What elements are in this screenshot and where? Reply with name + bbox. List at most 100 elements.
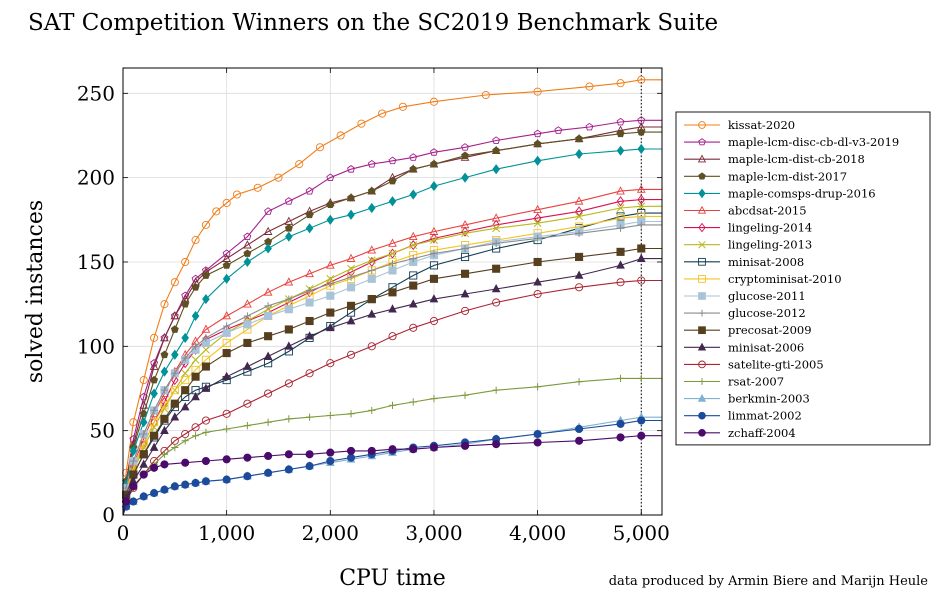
chart-title: SAT Competition Winners on the SC2019 Be… xyxy=(28,10,719,36)
data-point xyxy=(637,194,646,205)
data-point xyxy=(243,453,252,462)
legend-label: rsat-2007 xyxy=(728,375,784,389)
data-point xyxy=(388,260,397,268)
data-point xyxy=(160,460,169,469)
data-point xyxy=(243,320,252,329)
legend-label: glucose-2012 xyxy=(728,306,806,320)
y-axis-label: solved instances xyxy=(23,200,48,383)
legend-marker xyxy=(698,172,706,180)
legend-item: maple-lcm-dist-2017 xyxy=(684,169,847,183)
series-line xyxy=(122,188,662,516)
data-point xyxy=(284,341,294,350)
data-point xyxy=(171,349,179,360)
data-point xyxy=(357,119,366,128)
data-point xyxy=(429,274,439,283)
data-point xyxy=(575,283,584,292)
data-point xyxy=(181,386,190,395)
data-point xyxy=(222,349,231,358)
data-point xyxy=(409,323,418,332)
data-point xyxy=(368,406,376,415)
data-point xyxy=(367,256,376,268)
data-point xyxy=(284,325,293,334)
data-point xyxy=(430,236,438,245)
plot-series xyxy=(121,75,662,516)
data-point xyxy=(243,240,252,249)
series-line xyxy=(122,215,662,516)
series-abcdsat-2015 xyxy=(121,184,662,516)
data-point xyxy=(160,386,169,394)
data-point xyxy=(637,143,646,155)
legend-marker xyxy=(698,138,706,146)
data-point xyxy=(264,302,272,310)
legend: kissat-2020 maple-lcm-disc-cb-dl-v3-2019 m… xyxy=(675,111,931,446)
data-point xyxy=(388,266,397,275)
legend-label: glucose-2011 xyxy=(728,289,806,303)
x-tick-label: 5,000 xyxy=(613,521,670,545)
data-point xyxy=(284,450,293,459)
data-point xyxy=(533,219,542,228)
legend-marker xyxy=(697,393,707,402)
series-line xyxy=(122,419,662,516)
legend-marker xyxy=(698,309,706,317)
data-point xyxy=(140,430,148,438)
data-point xyxy=(398,102,407,111)
data-point xyxy=(171,369,179,377)
legend-label: zchaff-2004 xyxy=(728,426,796,440)
data-point xyxy=(367,186,376,195)
data-point xyxy=(409,445,418,454)
data-point xyxy=(202,334,210,342)
data-point xyxy=(616,186,625,195)
data-point xyxy=(409,271,418,280)
data-point xyxy=(326,411,334,420)
data-point xyxy=(461,172,469,183)
data-point xyxy=(285,295,293,303)
data-point xyxy=(202,294,210,305)
data-point xyxy=(637,202,646,211)
data-point xyxy=(170,412,180,421)
data-point xyxy=(232,190,242,199)
legend-item: rsat-2007 xyxy=(684,375,784,389)
series-kissat-2020 xyxy=(122,75,662,516)
data-point xyxy=(264,311,273,321)
data-point xyxy=(305,186,314,195)
y-tick-label: 200 xyxy=(77,166,115,190)
data-point xyxy=(150,423,159,432)
series-line xyxy=(122,224,662,516)
data-point xyxy=(305,268,314,278)
data-point xyxy=(429,294,439,303)
data-point xyxy=(575,436,584,445)
x-tick-label: 3,000 xyxy=(405,521,462,545)
legend-marker xyxy=(698,222,706,233)
data-point xyxy=(150,431,159,440)
data-point xyxy=(305,316,314,326)
data-point xyxy=(129,482,138,491)
data-point xyxy=(243,361,252,370)
data-point xyxy=(637,416,646,425)
data-point xyxy=(461,269,470,278)
series-line xyxy=(122,247,662,516)
legend-item: maple-comsps-drup-2016 xyxy=(684,186,876,200)
data-point xyxy=(243,232,252,241)
data-point xyxy=(222,371,231,381)
legend-marker xyxy=(698,411,706,420)
legend-label: maple-lcm-dist-2017 xyxy=(728,169,847,183)
data-point xyxy=(492,298,501,307)
data-point xyxy=(139,409,148,418)
data-point xyxy=(367,446,376,455)
data-point xyxy=(368,266,376,275)
legend-label: satelite-gti-2005 xyxy=(728,357,824,371)
data-point xyxy=(160,350,169,359)
legend-marker xyxy=(698,326,706,335)
data-point xyxy=(492,224,501,233)
data-point xyxy=(367,245,377,254)
data-point xyxy=(305,413,314,421)
data-point xyxy=(492,146,501,155)
legend-label: lingeling-2013 xyxy=(728,238,812,252)
data-point xyxy=(367,309,377,318)
data-point xyxy=(388,238,397,247)
data-point xyxy=(170,482,179,491)
data-point xyxy=(326,214,335,225)
series-zchaff-2004 xyxy=(122,431,662,516)
data-point xyxy=(170,399,179,408)
